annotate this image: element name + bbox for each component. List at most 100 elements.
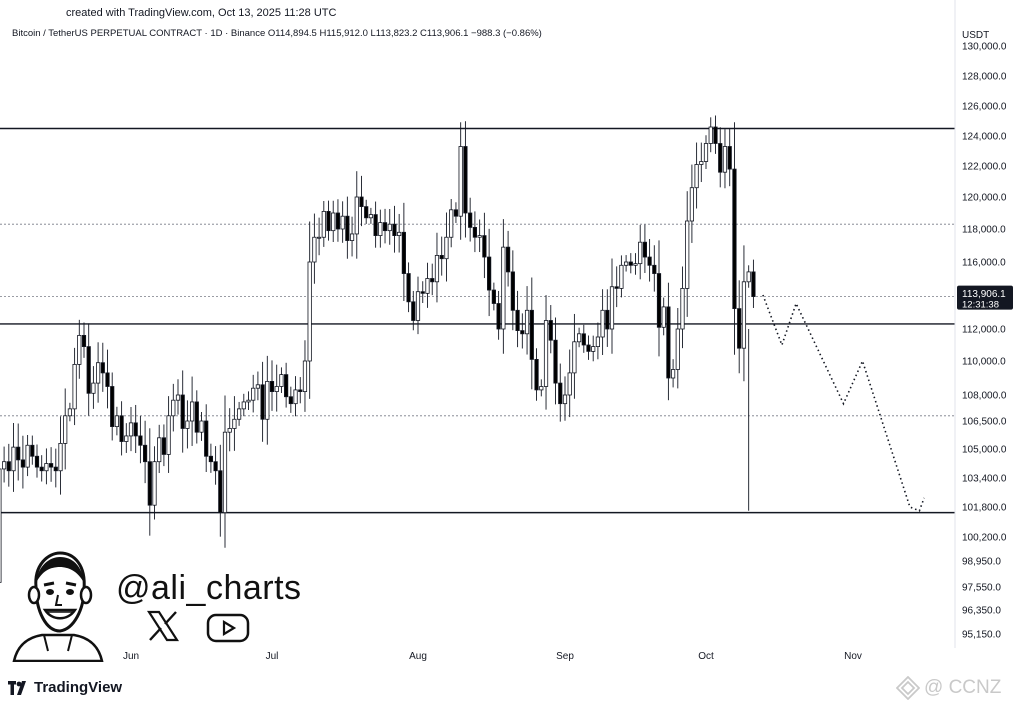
candle xyxy=(359,175,364,227)
candle xyxy=(44,448,49,485)
y-tick-label: 124,000.0 xyxy=(962,132,1007,143)
y-tick-label: 100,200.0 xyxy=(962,533,1007,544)
candle xyxy=(307,221,312,399)
candle xyxy=(67,402,72,422)
candle xyxy=(600,289,605,355)
x-tick-label: Aug xyxy=(409,651,427,662)
y-tick-label: 110,000.0 xyxy=(962,357,1006,368)
price-axis[interactable]: 95,150.0 96,350.0 97,550.0 98,950.0 100,200.… xyxy=(962,42,1007,641)
candle xyxy=(401,202,406,301)
candle xyxy=(39,455,44,482)
candle xyxy=(605,289,610,347)
candle xyxy=(175,379,181,415)
x-tick-label: Nov xyxy=(844,651,862,662)
candle xyxy=(269,360,275,411)
y-tick-label: 120,000.0 xyxy=(962,193,1007,204)
candle xyxy=(274,364,279,412)
current-price-label: 113,906.1 xyxy=(962,289,1006,300)
candle xyxy=(591,335,596,362)
price-tag-box xyxy=(957,285,1013,310)
candle xyxy=(741,245,747,382)
candle xyxy=(378,209,383,248)
candle xyxy=(30,435,35,465)
candle xyxy=(180,370,185,453)
candle xyxy=(510,250,515,331)
candle xyxy=(284,362,289,408)
y-tick-label: 95,150.0 xyxy=(962,630,1001,641)
candle xyxy=(543,295,549,410)
candle xyxy=(16,423,21,481)
candle xyxy=(100,342,105,392)
projection-path xyxy=(762,294,925,512)
candle xyxy=(185,400,190,449)
candle xyxy=(1,446,7,483)
y-tick-label: 96,350.0 xyxy=(962,606,1001,617)
y-tick-label: 105,000.0 xyxy=(962,445,1007,456)
created-with-label: created with TradingView.com, Oct 13, 20… xyxy=(66,7,337,19)
candle xyxy=(147,428,152,536)
candle xyxy=(382,208,388,244)
candle xyxy=(302,340,308,412)
candle xyxy=(652,245,657,292)
candle xyxy=(321,201,326,247)
candle xyxy=(732,122,737,355)
candle xyxy=(529,277,534,390)
candle xyxy=(642,224,648,274)
candle xyxy=(482,212,487,279)
source-watermark: @ CCNZ xyxy=(896,676,1001,700)
tradingview-logo[interactable]: TradingView xyxy=(8,679,122,696)
candle xyxy=(671,359,676,388)
candle xyxy=(316,217,322,256)
candle xyxy=(96,342,101,403)
candle xyxy=(368,207,374,224)
candle xyxy=(189,376,195,446)
candle xyxy=(166,396,171,473)
y-tick-label: 128,000.0 xyxy=(962,72,1007,83)
candlesticks xyxy=(0,115,756,583)
tradingview-wordmark: TradingView xyxy=(34,679,123,696)
ccnz-logo-icon xyxy=(896,676,920,700)
youtube-icon[interactable] xyxy=(206,613,250,643)
candle xyxy=(472,211,478,253)
candle xyxy=(142,420,148,484)
x-icon[interactable] xyxy=(146,610,180,642)
candle xyxy=(77,319,82,379)
candle xyxy=(208,443,213,473)
candle xyxy=(251,374,256,413)
candle xyxy=(288,386,293,413)
candle xyxy=(534,348,539,401)
candle xyxy=(349,216,355,257)
candle xyxy=(335,199,341,242)
candle xyxy=(581,324,586,353)
candle xyxy=(746,265,751,288)
candle xyxy=(553,317,558,405)
candle xyxy=(114,406,119,436)
candle xyxy=(675,308,680,389)
avatar xyxy=(12,551,104,662)
candle xyxy=(91,366,96,409)
candle xyxy=(524,286,530,355)
candle xyxy=(444,212,449,282)
candle xyxy=(722,129,728,189)
candle xyxy=(124,423,129,453)
candle xyxy=(260,361,265,442)
candle xyxy=(713,115,718,154)
candle xyxy=(415,276,421,335)
x-tick-label: Oct xyxy=(698,651,714,662)
horizontal-levels xyxy=(0,127,955,514)
candle xyxy=(58,416,63,495)
candle xyxy=(685,191,690,317)
candle xyxy=(727,128,732,187)
y-tick-label: 108,000.0 xyxy=(962,391,1007,402)
candle xyxy=(298,377,303,404)
y-tick-label: 98,950.0 xyxy=(962,557,1001,568)
candle xyxy=(86,323,91,416)
candle xyxy=(562,376,568,421)
bar-countdown-label: 12:31:38 xyxy=(962,300,999,311)
candle xyxy=(689,164,695,243)
candle xyxy=(477,219,482,253)
tradingview-logo-icon xyxy=(8,680,26,695)
candle xyxy=(110,372,115,441)
time-axis[interactable]: Jun Jul Aug Sep Oct Nov xyxy=(123,651,862,662)
